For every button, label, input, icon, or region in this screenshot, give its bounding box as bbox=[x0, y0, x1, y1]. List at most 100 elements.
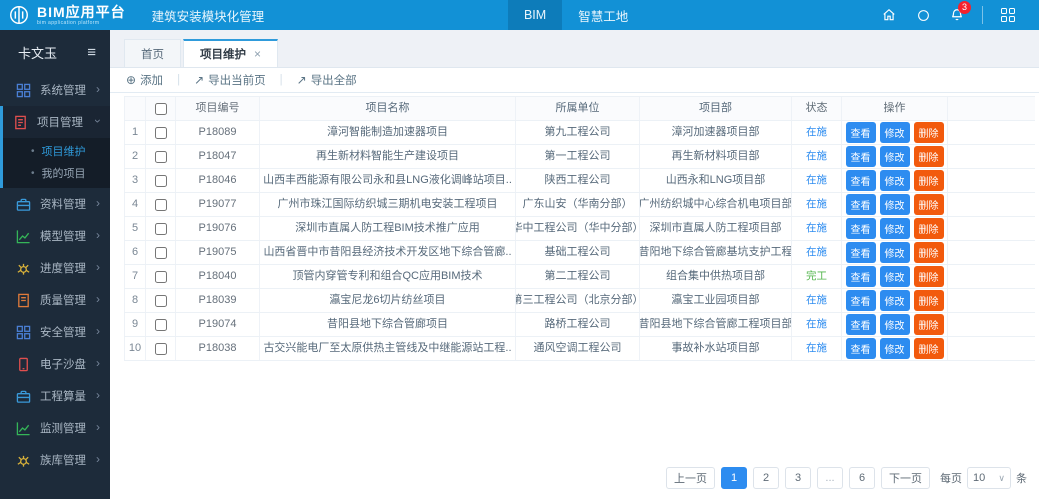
row-checkbox[interactable] bbox=[154, 222, 167, 235]
edit-button[interactable]: 修改 bbox=[879, 146, 910, 167]
edit-button[interactable]: 修改 bbox=[879, 170, 910, 191]
project-name: 漳河智能制造加速器项目 bbox=[260, 121, 516, 144]
view-button[interactable]: 查看 bbox=[845, 194, 876, 215]
page-button-6[interactable]: 6 bbox=[849, 467, 875, 489]
moon-icon[interactable] bbox=[906, 0, 940, 30]
row-checkbox[interactable] bbox=[154, 342, 167, 355]
app-logo: BIM应用平台 bim application platform bbox=[0, 0, 136, 30]
home-icon[interactable] bbox=[872, 0, 906, 30]
table-row: 4 P19077 广州市珠江国际纺织城三期机电安装工程项目 广东山安（华南分部）… bbox=[124, 193, 1035, 217]
project-code: P19074 bbox=[176, 313, 260, 336]
sidebar-item-progress[interactable]: 进度管理 › bbox=[0, 252, 110, 284]
view-button[interactable]: 查看 bbox=[845, 122, 876, 143]
row-checkbox[interactable] bbox=[154, 318, 167, 331]
project-unit: 第九工程公司 bbox=[516, 121, 640, 144]
page-button-3[interactable]: 3 bbox=[785, 467, 811, 489]
apps-grid-icon[interactable] bbox=[991, 0, 1025, 30]
delete-button[interactable]: 删除 bbox=[913, 266, 944, 287]
view-button[interactable]: 查看 bbox=[845, 146, 876, 167]
view-button[interactable]: 查看 bbox=[845, 218, 876, 239]
sidebar-item-safety[interactable]: 安全管理 › bbox=[0, 316, 110, 348]
project-name: 古交兴能电厂至太原供热主管线及中继能源站工程.. bbox=[260, 337, 516, 360]
sidebar-item-sandbox[interactable]: 电子沙盘 › bbox=[0, 348, 110, 380]
next-page-button[interactable]: 下一页 bbox=[881, 467, 930, 489]
project-name: 顶管内穿管专利和组合QC应用BIM技术 bbox=[260, 265, 516, 288]
delete-button[interactable]: 删除 bbox=[913, 218, 944, 239]
sidebar-item-monitoring[interactable]: 监测管理 › bbox=[0, 412, 110, 444]
edit-button[interactable]: 修改 bbox=[879, 122, 910, 143]
delete-button[interactable]: 删除 bbox=[913, 122, 944, 143]
grid-icon bbox=[16, 83, 31, 97]
edit-button[interactable]: 修改 bbox=[879, 314, 910, 335]
view-button[interactable]: 查看 bbox=[845, 266, 876, 287]
collapse-menu-icon[interactable]: ≡ bbox=[87, 43, 96, 61]
view-button[interactable]: 查看 bbox=[845, 290, 876, 311]
sidebar-item-quantity[interactable]: 工程算量 › bbox=[0, 380, 110, 412]
nav-item-bim[interactable]: BIM bbox=[507, 0, 563, 30]
row-checkbox[interactable] bbox=[154, 294, 167, 307]
edit-button[interactable]: 修改 bbox=[879, 218, 910, 239]
edit-button[interactable]: 修改 bbox=[879, 266, 910, 287]
per-page-select[interactable]: 10 ∨ bbox=[967, 467, 1011, 489]
delete-button[interactable]: 删除 bbox=[913, 290, 944, 311]
edit-button[interactable]: 修改 bbox=[879, 290, 910, 311]
row-checkbox[interactable] bbox=[154, 246, 167, 259]
row-index: 8 bbox=[124, 289, 146, 312]
sidebar-item-documents[interactable]: 资料管理 › bbox=[0, 188, 110, 220]
document-icon bbox=[15, 115, 26, 129]
tab-home[interactable]: 首页 bbox=[124, 39, 181, 67]
chevron-right-icon: › bbox=[96, 260, 100, 274]
delete-button[interactable]: 删除 bbox=[913, 170, 944, 191]
sidebar-item-library[interactable]: 族库管理 › bbox=[0, 444, 110, 476]
row-index: 5 bbox=[124, 217, 146, 240]
edit-button[interactable]: 修改 bbox=[879, 242, 910, 263]
delete-button[interactable]: 删除 bbox=[913, 338, 944, 359]
sidebar-item-quality[interactable]: 质量管理 › bbox=[0, 284, 110, 316]
delete-button[interactable]: 删除 bbox=[913, 194, 944, 215]
export-current-page-button[interactable]: ↗ 导出当前页 bbox=[194, 73, 266, 87]
row-checkbox[interactable] bbox=[154, 198, 167, 211]
close-tab-icon[interactable]: × bbox=[254, 47, 262, 61]
project-code: P18039 bbox=[176, 289, 260, 312]
select-all-checkbox[interactable] bbox=[154, 102, 167, 115]
export-all-button[interactable]: ↗ 导出全部 bbox=[296, 73, 357, 87]
chevron-right-icon: › bbox=[96, 388, 100, 402]
view-button[interactable]: 查看 bbox=[845, 338, 876, 359]
delete-button[interactable]: 删除 bbox=[913, 242, 944, 263]
bell-icon[interactable]: 3 bbox=[940, 0, 974, 30]
table-row: 3 P18046 山西丰西能源有限公司永和县LNG液化调峰站项目.. 陕西工程公… bbox=[124, 169, 1035, 193]
header-nav: 建筑安装模块化管理 bbox=[136, 0, 281, 30]
sidebar-subitem-project-maintain[interactable]: • 项目维护 bbox=[31, 145, 86, 159]
nav-module-menu[interactable]: 建筑安装模块化管理 bbox=[151, 9, 265, 24]
view-button[interactable]: 查看 bbox=[845, 314, 876, 335]
content-panel: ⊕ 添加 | ↗ 导出当前页 | ↗ 导出全部 项目编号 项目名称 所属单位 项… bbox=[110, 68, 1039, 499]
bullet-icon: • bbox=[31, 145, 35, 157]
prev-page-button[interactable]: 上一页 bbox=[666, 467, 715, 489]
chevron-right-icon: › bbox=[96, 196, 100, 210]
status-badge: 完工 bbox=[806, 270, 827, 283]
add-button[interactable]: ⊕ 添加 bbox=[126, 73, 164, 87]
row-checkbox[interactable] bbox=[154, 270, 167, 283]
sidebar-item-system[interactable]: 系统管理 › bbox=[0, 74, 110, 106]
nav-item-smartsite[interactable]: 智慧工地 bbox=[578, 9, 629, 24]
page-ellipsis[interactable]: ... bbox=[817, 467, 843, 489]
project-dept: 昔阳县地下综合管廊工程项目部 bbox=[640, 313, 792, 336]
status-badge: 在施 bbox=[806, 174, 827, 187]
page-button-2[interactable]: 2 bbox=[753, 467, 779, 489]
row-checkbox[interactable] bbox=[154, 150, 167, 163]
edit-button[interactable]: 修改 bbox=[879, 338, 910, 359]
view-button[interactable]: 查看 bbox=[845, 242, 876, 263]
chevron-right-icon: › bbox=[96, 452, 100, 466]
row-checkbox[interactable] bbox=[154, 174, 167, 187]
sidebar-item-project[interactable]: 项目管理 › bbox=[3, 106, 110, 138]
page-button-1[interactable]: 1 bbox=[721, 467, 747, 489]
sidebar-subitem-my-projects[interactable]: • 我的项目 bbox=[31, 167, 86, 181]
delete-button[interactable]: 删除 bbox=[913, 314, 944, 335]
row-checkbox[interactable] bbox=[154, 126, 167, 139]
view-button[interactable]: 查看 bbox=[845, 170, 876, 191]
project-dept: 瀛宝工业园项目部 bbox=[640, 289, 792, 312]
sidebar-item-models[interactable]: 模型管理 › bbox=[0, 220, 110, 252]
delete-button[interactable]: 删除 bbox=[913, 146, 944, 167]
tab-project-maintain[interactable]: 项目维护 × bbox=[183, 39, 279, 67]
edit-button[interactable]: 修改 bbox=[879, 194, 910, 215]
